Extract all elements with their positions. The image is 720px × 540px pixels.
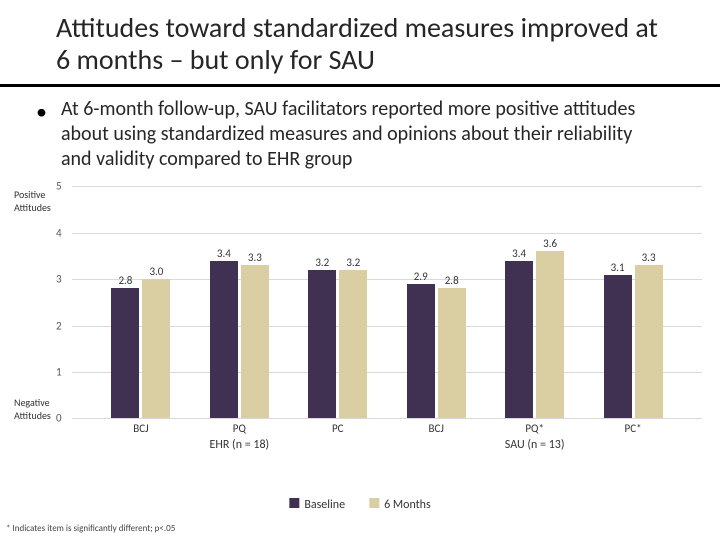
bar-value: 3.4	[217, 247, 231, 260]
x-tick: BCJ	[428, 422, 443, 435]
y-tick: 1	[56, 365, 62, 378]
bar-value: 3.2	[315, 256, 329, 269]
y-tick: 2	[56, 319, 62, 332]
y-tick: 5	[56, 180, 62, 193]
bar-group: 3.43.6	[505, 251, 564, 418]
x-tick: PQ	[233, 422, 246, 435]
y-tick: 4	[56, 226, 62, 239]
bar-group: 2.92.8	[407, 284, 466, 419]
legend-label-baseline: Baseline	[304, 498, 345, 512]
bar-sixmonths: 3.3	[635, 265, 663, 418]
bar-value: 3.3	[248, 251, 262, 264]
bar-value: 3.3	[642, 251, 656, 264]
legend-baseline: Baseline	[289, 498, 345, 512]
x-tick: PQ*	[525, 422, 544, 435]
chart: Positive Attitudes Negative Attitudes 01…	[8, 186, 712, 446]
bullet-row: • At 6-month follow-up, SAU facilitators…	[0, 97, 720, 180]
bullet-dot: •	[36, 101, 47, 172]
legend: Baseline 6 Months	[289, 498, 430, 512]
gridline	[72, 186, 702, 187]
bar-sixmonths: 3.0	[142, 279, 170, 418]
legend-swatch-six	[369, 498, 379, 508]
footnote: * Indicates item is significantly differ…	[6, 523, 175, 534]
bar-value: 2.8	[445, 274, 459, 287]
bar-sixmonths: 2.8	[438, 288, 466, 418]
bar-value: 3.4	[512, 247, 526, 260]
y-tick: 0	[56, 412, 62, 425]
bar-value: 2.9	[414, 270, 428, 283]
gridline	[72, 418, 702, 419]
bar-group: 3.23.2	[308, 270, 367, 418]
gridline	[72, 233, 702, 234]
bar-value: 2.8	[118, 274, 132, 287]
bar-value: 3.1	[611, 261, 625, 274]
bar-group: 3.43.3	[210, 261, 269, 419]
bullet-text: At 6-month follow-up, SAU facilitators r…	[61, 97, 664, 172]
legend-label-six: 6 Months	[384, 498, 431, 512]
slide: Attitudes toward standardized measures i…	[0, 0, 720, 540]
bar-baseline: 2.9	[407, 284, 435, 419]
bar-sixmonths: 3.3	[241, 265, 269, 418]
plot-area: 0123452.83.03.43.33.23.22.92.83.43.63.13…	[72, 186, 702, 418]
bar-value: 3.2	[346, 256, 360, 269]
bar-baseline: 3.4	[210, 261, 238, 419]
legend-six: 6 Months	[369, 498, 431, 512]
group-label-ehr: EHR (n = 18)	[209, 438, 269, 452]
bar-sixmonths: 3.6	[536, 251, 564, 418]
y-tick: 3	[56, 273, 62, 286]
slide-title: Attitudes toward standardized measures i…	[0, 12, 720, 82]
bar-value: 3.0	[149, 265, 163, 278]
bar-sixmonths: 3.2	[339, 270, 367, 418]
bar-baseline: 3.2	[308, 270, 336, 418]
x-tick: PC*	[625, 422, 642, 435]
bar-value: 3.6	[543, 237, 557, 250]
title-underline	[0, 84, 720, 87]
bar-baseline: 3.4	[505, 261, 533, 419]
x-tick: BCJ	[133, 422, 148, 435]
bar-group: 2.83.0	[111, 279, 170, 418]
group-label-sau: SAU (n = 13)	[505, 438, 565, 452]
bar-baseline: 2.8	[111, 288, 139, 418]
bar-baseline: 3.1	[604, 275, 632, 419]
legend-swatch-baseline	[289, 498, 299, 508]
x-tick: PC	[332, 422, 344, 435]
bar-group: 3.13.3	[604, 265, 663, 418]
